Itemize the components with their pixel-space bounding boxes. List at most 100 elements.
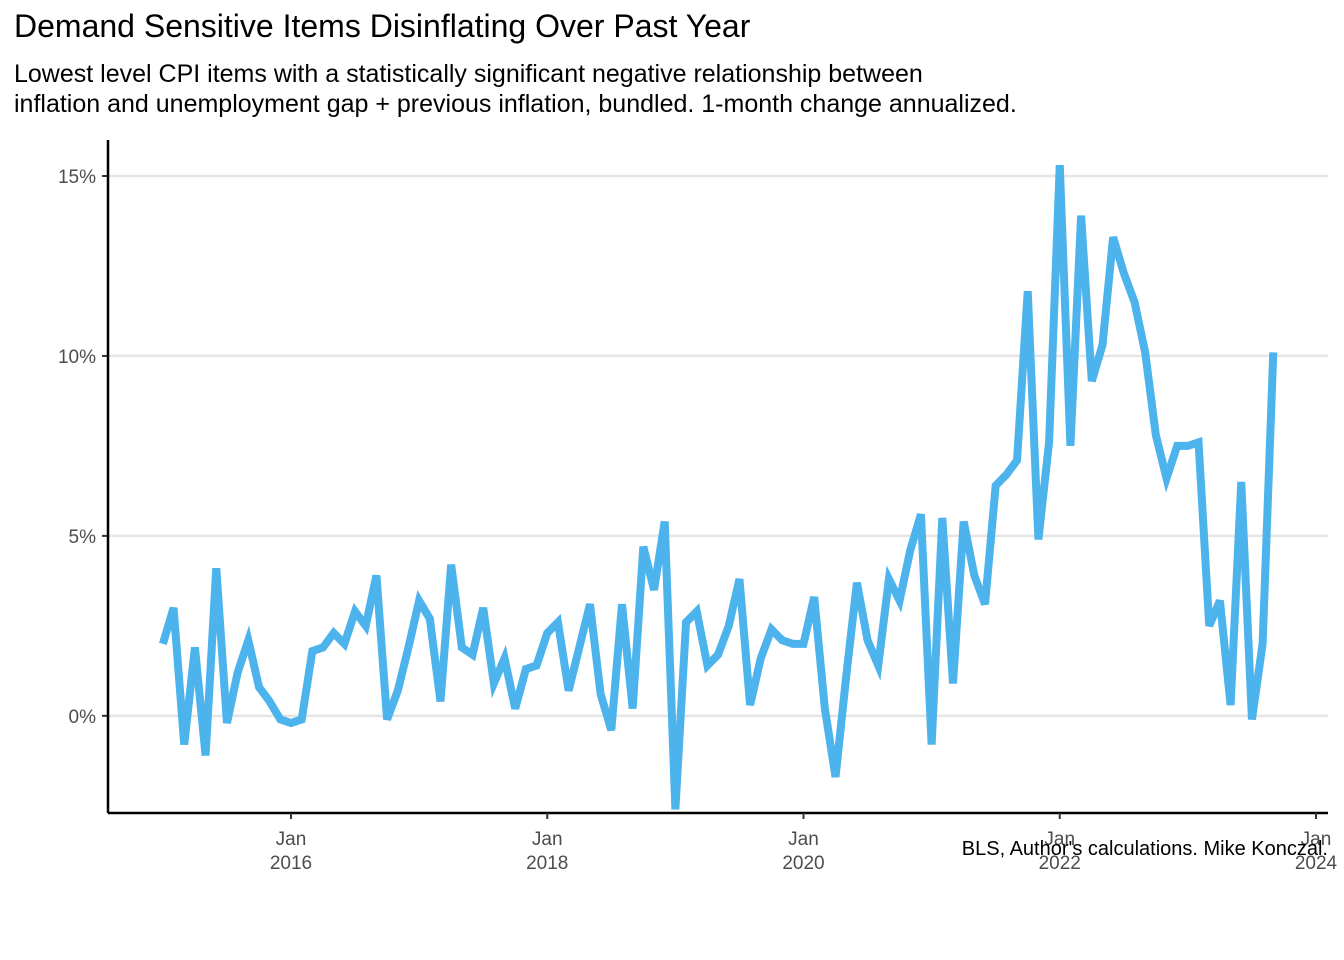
data-point	[942, 517, 943, 518]
chart-subtitle-line-1: Lowest level CPI items with a statistica…	[14, 60, 923, 88]
data-point	[824, 708, 825, 709]
data-point	[952, 683, 953, 684]
x-tick-label-year: 2020	[782, 853, 824, 874]
data-point	[397, 690, 398, 691]
x-tick-label-month: Jan	[276, 829, 307, 850]
data-point	[728, 625, 729, 626]
chart-title: Demand Sensitive Items Disinflating Over…	[14, 8, 751, 44]
data-point	[483, 607, 484, 608]
data-point	[355, 611, 356, 612]
data-point	[931, 744, 932, 745]
data-point	[376, 575, 377, 576]
data-point	[1187, 445, 1188, 446]
data-point	[440, 701, 441, 702]
data-point	[1155, 435, 1156, 436]
data-point	[205, 755, 206, 756]
data-point	[1070, 445, 1071, 446]
data-point	[899, 600, 900, 601]
data-point	[280, 719, 281, 720]
data-point	[1027, 291, 1028, 292]
axes	[102, 140, 1328, 819]
data-point	[632, 708, 633, 709]
data-point	[814, 597, 815, 598]
data-point	[536, 665, 537, 666]
x-tick-label-year: 2016	[270, 853, 312, 874]
data-point	[1241, 481, 1242, 482]
data-point	[1166, 478, 1167, 479]
data-point	[344, 643, 345, 644]
y-tick-label: 15%	[58, 167, 96, 188]
data-point	[419, 600, 420, 601]
tick-labels: 0% 5% 10% 15% Jan 2016 Jan 2018 Jan 2020 Jan 2022 Ja…	[58, 167, 1338, 874]
data-point	[1262, 643, 1263, 644]
data-point	[162, 643, 163, 644]
data-point	[312, 651, 313, 652]
data-point	[525, 669, 526, 670]
data-point	[750, 705, 751, 706]
data-point	[643, 546, 644, 547]
data-point	[1059, 165, 1060, 166]
data-point	[760, 658, 761, 659]
data-point	[1273, 352, 1274, 353]
data-point	[963, 521, 964, 522]
data-point	[323, 647, 324, 648]
data-point	[333, 633, 334, 634]
series-line	[159, 165, 1278, 810]
data-point	[974, 575, 975, 576]
x-tick-label-year: 2018	[526, 853, 568, 874]
data-point	[504, 658, 505, 659]
data-point	[365, 625, 366, 626]
x-tick-label-month: Jan	[532, 829, 563, 850]
data-point	[835, 777, 836, 778]
data-point	[1209, 625, 1210, 626]
data-point	[1113, 237, 1114, 238]
data-point	[1198, 442, 1199, 443]
data-point	[621, 604, 622, 605]
data-point	[611, 730, 612, 731]
data-point	[1091, 381, 1092, 382]
data-point	[803, 643, 804, 644]
data-point	[910, 550, 911, 551]
data-point	[269, 701, 270, 702]
data-point	[1102, 345, 1103, 346]
data-point	[1006, 474, 1007, 475]
data-point	[985, 604, 986, 605]
data-point	[1219, 600, 1220, 601]
data-point	[739, 579, 740, 580]
data-point	[408, 647, 409, 648]
data-point	[194, 647, 195, 648]
data-point	[675, 809, 676, 810]
data-point	[216, 568, 217, 569]
y-tick-label: 0%	[69, 707, 97, 728]
data-point	[547, 633, 548, 634]
data-point	[493, 683, 494, 684]
data-point	[782, 640, 783, 641]
data-point	[686, 622, 687, 623]
data-point	[184, 744, 185, 745]
data-point	[654, 589, 655, 590]
data-point	[771, 629, 772, 630]
data-point	[579, 647, 580, 648]
data-point	[173, 607, 174, 608]
data-point	[258, 687, 259, 688]
data-point	[248, 640, 249, 641]
data-point	[1251, 719, 1252, 720]
data-point	[867, 640, 868, 641]
data-point	[888, 579, 889, 580]
source-caption: BLS, Author's calculations. Mike Konczal…	[961, 838, 1328, 860]
x-tick-label-month: Jan	[788, 829, 819, 850]
data-point	[472, 654, 473, 655]
data-point	[291, 723, 292, 724]
data-point	[846, 676, 847, 677]
data-point	[600, 694, 601, 695]
data-point	[1081, 215, 1082, 216]
x-tick-label-year: 2024	[1295, 853, 1338, 874]
data-point	[1123, 273, 1124, 274]
data-point	[707, 665, 708, 666]
data-point	[557, 622, 558, 623]
series-layer	[159, 165, 1278, 810]
chart-subtitle-line-2: inflation and unemployment gap + previou…	[14, 90, 1017, 118]
data-point	[451, 564, 452, 565]
gridlines	[108, 174, 1328, 718]
